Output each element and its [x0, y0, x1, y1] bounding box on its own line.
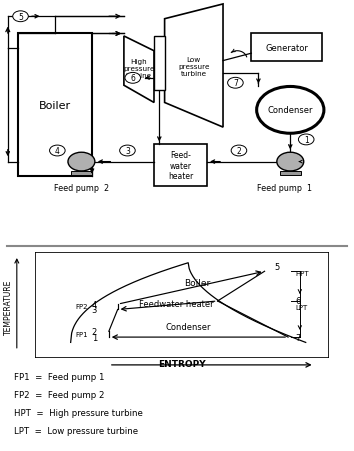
Text: 4: 4	[92, 300, 97, 309]
Circle shape	[50, 146, 65, 156]
Circle shape	[298, 135, 314, 146]
Circle shape	[120, 146, 135, 156]
Text: FP2: FP2	[76, 304, 88, 309]
Circle shape	[68, 153, 95, 171]
Text: 3: 3	[92, 305, 97, 314]
Text: 2: 2	[92, 327, 97, 336]
Circle shape	[13, 12, 28, 23]
Bar	[71, 171, 92, 176]
Circle shape	[125, 73, 141, 84]
Text: 1: 1	[304, 136, 309, 145]
Circle shape	[277, 153, 304, 171]
Text: Feed-
water
heater: Feed- water heater	[168, 151, 193, 181]
Text: Feed pump  2: Feed pump 2	[54, 184, 109, 193]
Circle shape	[231, 146, 247, 156]
Bar	[251, 34, 322, 61]
Text: 5: 5	[18, 13, 23, 22]
Text: LPT  =  Low pressure turbine: LPT = Low pressure turbine	[14, 426, 138, 435]
Text: 6: 6	[296, 297, 301, 306]
Text: 5: 5	[275, 263, 280, 272]
Bar	[18, 34, 92, 177]
Text: FP2  =  Feed pump 2: FP2 = Feed pump 2	[14, 390, 105, 399]
Text: 7: 7	[296, 333, 301, 342]
Text: ENTROPY: ENTROPY	[159, 359, 206, 368]
Polygon shape	[124, 37, 154, 103]
Text: Feedwater heater: Feedwater heater	[139, 299, 214, 308]
Bar	[154, 145, 207, 187]
Text: 6: 6	[130, 74, 135, 83]
Bar	[280, 171, 301, 176]
Text: HPT  =  High pressure turbine: HPT = High pressure turbine	[14, 408, 143, 417]
Text: Condenser: Condenser	[165, 322, 211, 331]
Text: Boiler: Boiler	[184, 279, 210, 288]
Text: High
pressure
turbine: High pressure turbine	[123, 59, 154, 79]
Text: 7: 7	[233, 79, 238, 88]
Text: LPT: LPT	[296, 305, 308, 311]
Text: Generator: Generator	[265, 43, 308, 52]
Text: HPT: HPT	[296, 271, 309, 277]
Text: 4: 4	[55, 147, 60, 156]
Text: 1: 1	[92, 333, 97, 342]
Circle shape	[257, 87, 324, 134]
Text: 2: 2	[236, 147, 241, 156]
Circle shape	[228, 78, 243, 89]
Text: Condenser: Condenser	[268, 106, 313, 115]
Text: 3: 3	[125, 147, 130, 156]
Bar	[154, 37, 165, 91]
Text: Boiler: Boiler	[39, 101, 71, 110]
Text: Feed pump  1: Feed pump 1	[257, 184, 313, 193]
Text: Low
pressure
turbine: Low pressure turbine	[178, 56, 209, 76]
Text: FP1: FP1	[76, 331, 88, 337]
Text: TEMPERATURE: TEMPERATURE	[4, 279, 13, 334]
Text: FP1  =  Feed pump 1: FP1 = Feed pump 1	[14, 372, 105, 381]
Polygon shape	[165, 5, 223, 128]
